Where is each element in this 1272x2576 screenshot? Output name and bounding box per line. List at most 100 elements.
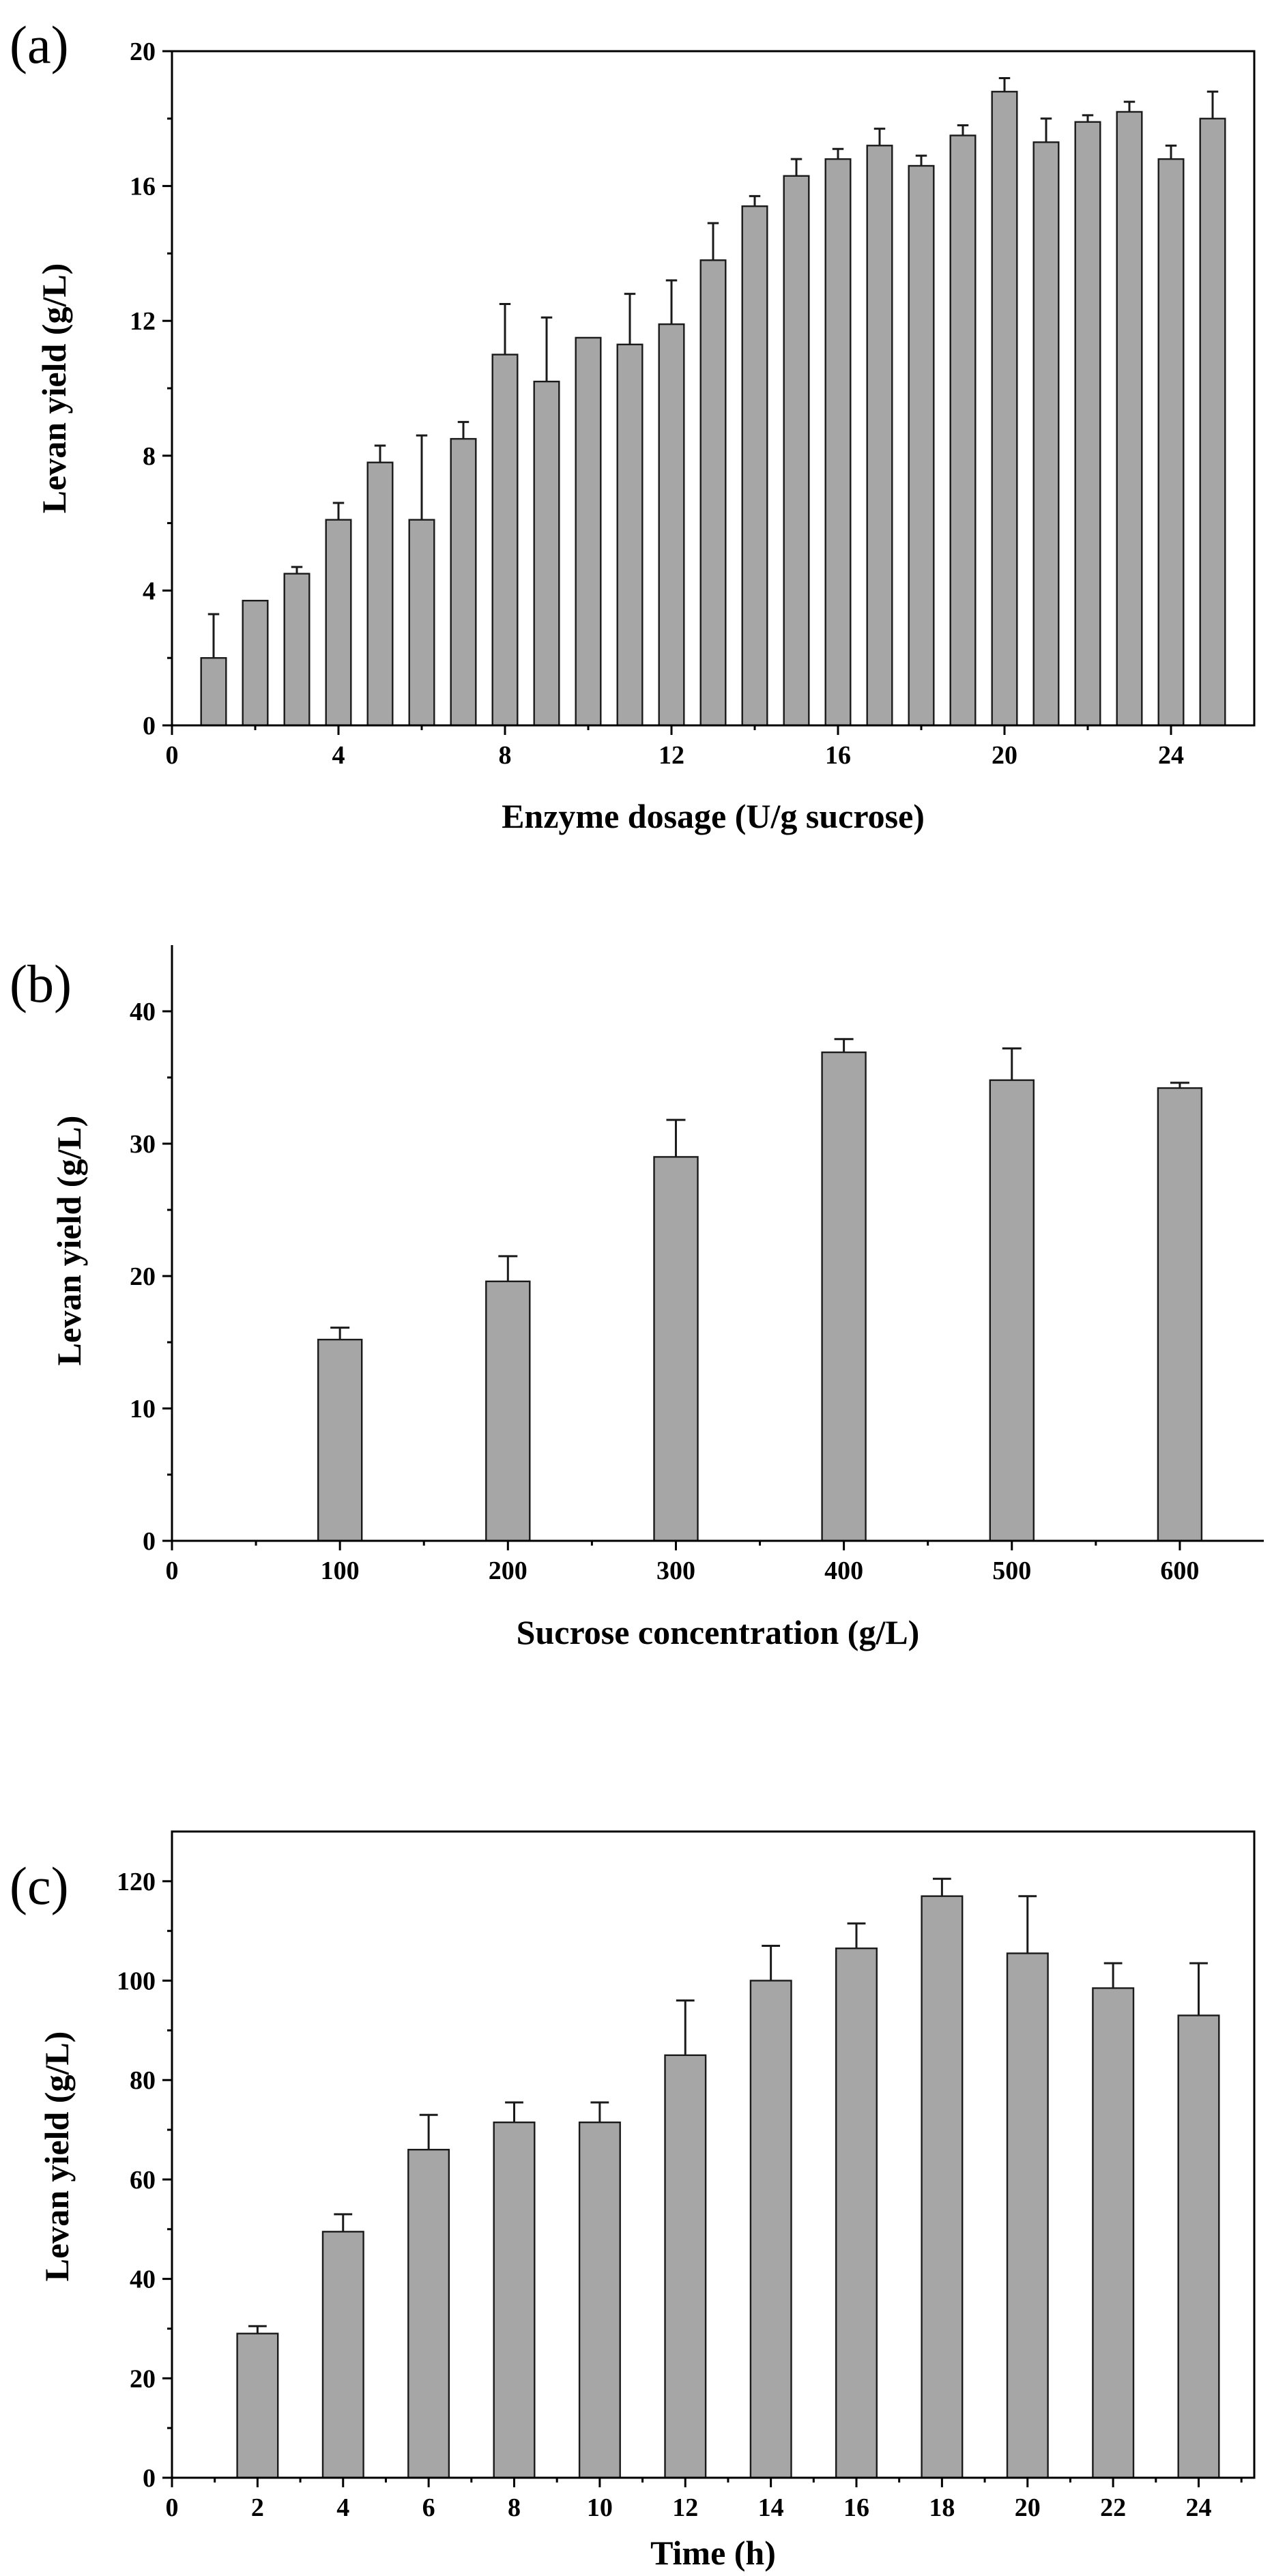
bar-c-10 [1006, 1952, 1049, 2479]
bar-c-6 [664, 2054, 707, 2479]
x-tick-label-c-6: 12 [672, 2493, 698, 2522]
x-tick-label-c-10: 20 [1015, 2493, 1041, 2522]
bar-a-22 [1074, 121, 1101, 727]
y-tick-label-a-1: 4 [143, 577, 156, 605]
y-tick-label-a-4: 16 [130, 173, 156, 201]
bar-a-12 [658, 323, 685, 727]
bar-b-3 [653, 1156, 699, 1542]
y-tick-label-b-4: 40 [130, 998, 156, 1026]
bar-a-23 [1116, 111, 1143, 727]
x-axis-title-a: Enzyme dosage (U/g sucrose) [502, 797, 925, 835]
x-tick-label-c-8: 16 [843, 2493, 869, 2522]
bar-a-25 [1199, 117, 1226, 727]
y-tick-label-b-0: 0 [143, 1527, 156, 1556]
bar-c-2 [321, 2231, 364, 2479]
plot-frame-c [171, 1830, 1256, 2479]
y-tick-label-c-0: 0 [143, 2464, 156, 2493]
x-tick-label-a-3: 12 [659, 741, 684, 770]
bar-a-19 [949, 134, 977, 727]
y-tick-label-c-6: 120 [117, 1868, 156, 1896]
panel-label-a: (a) [10, 15, 69, 74]
y-tick-label-a-0: 0 [143, 712, 156, 740]
y-axis-title-b: Levan yield (g/L) [50, 1116, 88, 1366]
x-tick-label-b-0: 0 [166, 1557, 179, 1585]
x-tick-label-c-5: 10 [587, 2493, 613, 2522]
bar-a-17 [866, 145, 893, 727]
y-tick-label-c-1: 20 [130, 2364, 156, 2393]
bar-a-18 [908, 164, 935, 727]
x-axis-title-c: Time (h) [650, 2534, 776, 2572]
bar-b-1 [317, 1338, 363, 1542]
x-tick-label-a-1: 4 [332, 741, 345, 770]
bar-c-4 [493, 2121, 536, 2479]
plot-area-a: 0 4 8 12 16 20 0 4 8 12 16 20 24 [130, 38, 1256, 770]
chart-panel-c: (c) Levan yield (g/L) Time (h) 020406080… [10, 1830, 1256, 2572]
bar-a-20 [991, 91, 1018, 727]
bar-a-15 [783, 175, 810, 727]
bar-c-1 [236, 2332, 279, 2479]
bar-a-1 [200, 657, 227, 727]
x-tick-label-b-1: 100 [321, 1557, 360, 1585]
bar-c-5 [578, 2121, 621, 2479]
x-tick-label-a-4: 16 [825, 741, 851, 770]
bar-a-8 [491, 353, 519, 727]
x-tick-label-c-0: 0 [166, 2493, 179, 2522]
bar-c-7 [749, 1980, 792, 2479]
x-tick-label-a-6: 24 [1158, 741, 1184, 770]
bar-a-10 [575, 336, 602, 727]
y-tick-label-a-3: 12 [130, 307, 156, 336]
x-tick-label-c-2: 4 [336, 2493, 349, 2522]
x-tick-label-b-4: 400 [824, 1557, 863, 1585]
bar-a-4 [325, 519, 352, 727]
bar-b-5 [989, 1079, 1035, 1542]
bar-b-6 [1157, 1087, 1203, 1542]
bar-c-11 [1092, 1987, 1135, 2479]
bar-a-3 [283, 573, 310, 727]
x-tick-label-c-1: 2 [251, 2493, 264, 2522]
bar-a-11 [616, 343, 644, 727]
x-tick-label-a-2: 8 [499, 741, 512, 770]
bar-b-2 [485, 1280, 531, 1542]
x-tick-label-b-6: 600 [1160, 1557, 1199, 1585]
x-tick-label-a-5: 20 [992, 741, 1017, 770]
x-tick-label-c-7: 14 [758, 2493, 784, 2522]
bar-a-6 [408, 519, 435, 727]
x-tick-label-c-11: 22 [1100, 2493, 1126, 2522]
chart-panel-a: (a) Levan yield (g/L) Enzyme dosage (U/g… [10, 15, 1256, 835]
y-tick-label-c-5: 100 [117, 1967, 156, 1996]
y-tick-label-b-3: 30 [130, 1130, 156, 1159]
x-tick-label-b-3: 300 [656, 1557, 695, 1585]
bar-a-2 [242, 600, 269, 727]
bar-c-3 [407, 2148, 450, 2479]
bar-a-21 [1032, 141, 1060, 727]
bar-c-12 [1177, 2014, 1220, 2479]
chart-panel-b: (b) Levan yield (g/L) Sucrose concentrat… [10, 945, 1264, 1651]
bar-a-7 [450, 437, 477, 727]
y-tick-label-c-2: 40 [130, 2266, 156, 2294]
x-tick-label-a-0: 0 [166, 741, 179, 770]
bar-a-24 [1157, 158, 1185, 727]
y-tick-label-c-3: 60 [130, 2166, 156, 2195]
x-tick-label-c-9: 18 [929, 2493, 955, 2522]
bar-c-9 [921, 1895, 964, 2479]
bar-a-5 [366, 461, 394, 727]
y-tick-label-a-5: 20 [130, 38, 156, 66]
x-axis-title-b: Sucrose concentration (g/L) [517, 1613, 920, 1651]
bar-c-8 [835, 1947, 878, 2479]
y-axis-title-a: Levan yield (g/L) [35, 263, 73, 514]
bar-a-13 [699, 259, 727, 727]
y-tick-label-b-1: 10 [130, 1395, 156, 1423]
x-tick-label-c-3: 6 [422, 2493, 435, 2522]
y-tick-label-a-2: 8 [143, 442, 156, 471]
x-tick-label-b-2: 200 [489, 1557, 527, 1585]
bar-a-16 [824, 158, 852, 727]
y-axis-title-c: Levan yield (g/L) [38, 2031, 76, 2282]
bar-a-9 [533, 380, 560, 727]
x-tick-label-b-5: 500 [992, 1557, 1031, 1585]
y-tick-label-c-4: 80 [130, 2066, 156, 2095]
bar-a-14 [741, 205, 768, 727]
x-tick-label-c-12: 24 [1186, 2493, 1212, 2522]
